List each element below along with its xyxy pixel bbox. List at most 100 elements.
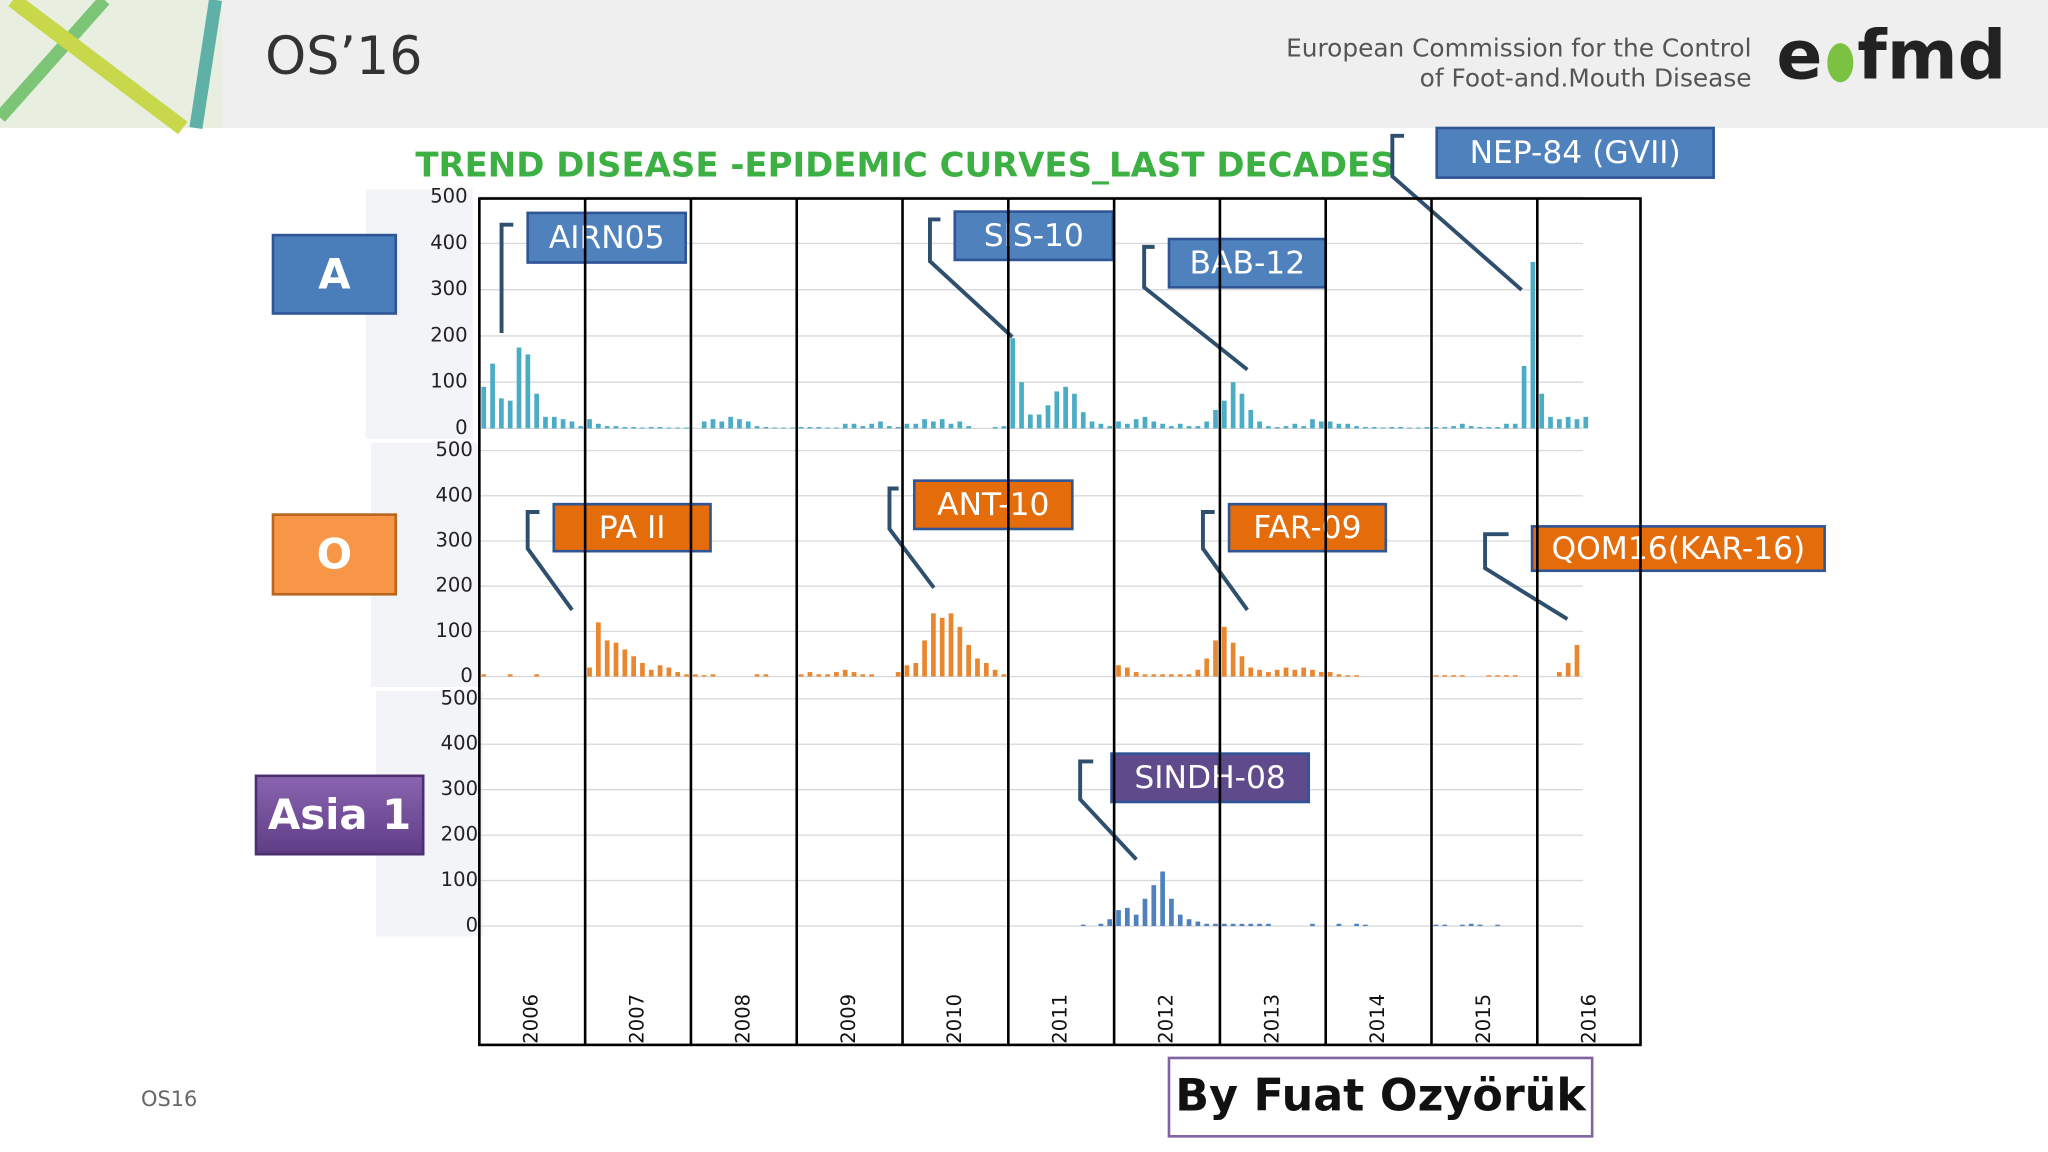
bar: [1239, 393, 1245, 429]
annotation-box: [953, 210, 1115, 262]
bar: [569, 421, 575, 429]
bar: [1248, 923, 1254, 927]
bar: [1477, 924, 1483, 927]
bar: [939, 419, 945, 429]
bar: [1036, 414, 1042, 429]
y-tick-label: 0: [460, 664, 472, 687]
bar: [604, 426, 610, 429]
bar: [657, 665, 663, 677]
y-tick-label: 400: [435, 483, 472, 506]
y-tick-label: 300: [441, 777, 478, 800]
x-tick-label: 2011: [1049, 994, 1072, 1044]
annotation-leader: [1078, 759, 1138, 861]
bar: [1266, 426, 1271, 429]
y-tick-label: 300: [430, 277, 467, 300]
y-tick-label: 400: [441, 732, 478, 755]
bar: [1160, 423, 1165, 429]
x-tick-label: 2008: [731, 994, 754, 1044]
bar: [578, 426, 584, 429]
bar: [1195, 426, 1201, 429]
bar: [587, 667, 592, 677]
bar: [1230, 923, 1236, 927]
bar: [922, 640, 927, 677]
series-label-box: [271, 513, 398, 596]
header-band: [0, 0, 2048, 128]
bar: [648, 427, 654, 429]
annotation: SINDH-08: [1134, 760, 1285, 796]
bar: [675, 672, 681, 677]
bar: [1504, 423, 1509, 429]
org-line: European Commission for the Control: [1286, 34, 1751, 63]
slide-number: OS16: [141, 1087, 197, 1111]
bar: [869, 674, 875, 677]
x-tick-label: 2015: [1472, 994, 1495, 1044]
annotation: SIS-10: [984, 218, 1084, 254]
bar: [966, 644, 972, 677]
series-label-box: [254, 774, 425, 856]
bar: [1098, 423, 1104, 429]
bar: [684, 674, 689, 677]
bar: [1142, 898, 1148, 927]
bar: [1257, 421, 1262, 429]
bar: [666, 667, 672, 677]
bar: [613, 426, 619, 429]
bar: [1530, 261, 1536, 429]
bar: [1107, 919, 1113, 927]
bar: [807, 672, 813, 677]
bar: [1556, 419, 1562, 429]
bar: [481, 674, 487, 677]
bar: [763, 427, 769, 429]
bar: [1124, 907, 1130, 927]
series-label: O: [317, 530, 353, 579]
bar: [834, 672, 839, 677]
series-label: Asia 1: [268, 790, 411, 839]
bar: [816, 674, 822, 677]
bar: [1080, 924, 1086, 927]
bar: [1327, 421, 1333, 429]
annotation-leader: [1142, 244, 1249, 372]
bar: [1274, 669, 1280, 677]
bar: [1124, 423, 1130, 429]
bar: [895, 427, 901, 429]
bar: [1468, 426, 1474, 429]
bar: [516, 347, 522, 429]
bar: [1186, 919, 1192, 927]
bar: [913, 423, 919, 429]
bar: [1407, 427, 1412, 429]
x-tick-label: 2007: [626, 994, 649, 1044]
bar: [1248, 409, 1254, 429]
bar: [666, 427, 672, 429]
header-graphic: [0, 0, 223, 135]
x-tick-label: 2014: [1366, 994, 1389, 1044]
bar: [931, 613, 936, 677]
bar: [507, 400, 513, 429]
bar: [1133, 672, 1139, 677]
bar: [1583, 416, 1589, 429]
bar: [966, 426, 972, 429]
bar: [1345, 423, 1351, 429]
bar: [834, 427, 839, 429]
bar: [1283, 426, 1289, 429]
bar: [842, 423, 848, 429]
bar: [1107, 426, 1113, 429]
annotation-box: [526, 211, 688, 264]
bar: [745, 421, 751, 429]
bar: [1160, 871, 1165, 927]
bar: [1512, 675, 1518, 677]
y-tick-label: 400: [430, 231, 467, 254]
bar: [1548, 416, 1553, 429]
bar: [719, 421, 725, 429]
bar: [728, 416, 733, 429]
y-tick-label: 0: [466, 914, 478, 937]
bar: [772, 427, 778, 429]
y-tick-label: 200: [430, 323, 467, 346]
bar: [1239, 656, 1245, 677]
bar: [1019, 382, 1024, 429]
annotation-box: [1227, 502, 1388, 553]
annotation: FAR-09: [1253, 510, 1361, 546]
bar: [684, 427, 689, 429]
bar: [798, 674, 804, 677]
y-tick-label: 0: [455, 416, 467, 439]
bar: [798, 427, 804, 429]
bar: [1565, 663, 1571, 677]
